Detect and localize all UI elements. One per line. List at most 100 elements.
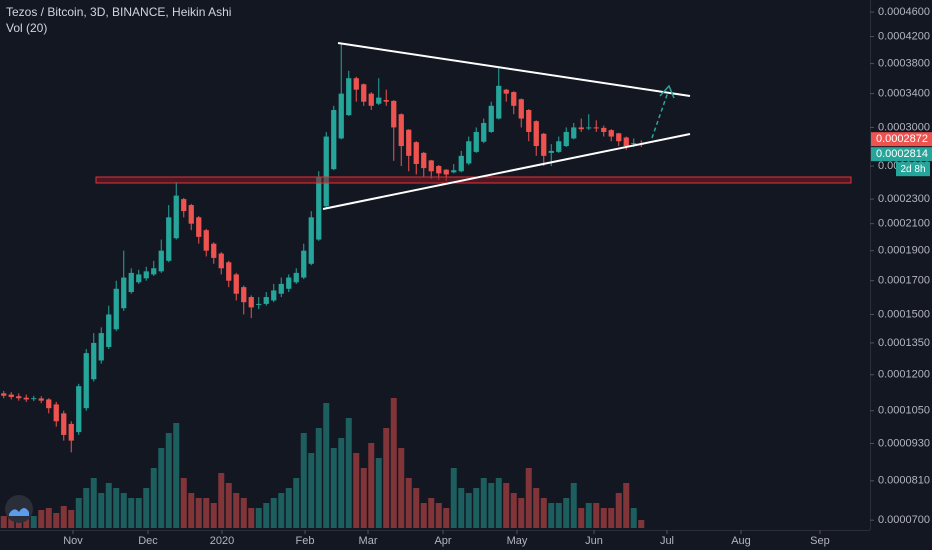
x-tick-label: Sep [810,535,830,547]
volume-bar [600,508,607,528]
y-tick-label: 0.0001700 [878,275,930,287]
candle-body [541,133,547,156]
y-tick-label: 0.0002300 [878,193,930,205]
price-tag-label: 0.0002814 [876,148,928,160]
chart-title: Tezos / Bitcoin, 3D, BINANCE, Heikin Ash… [6,5,231,19]
candle-body [533,121,539,147]
arrow-head [659,84,675,99]
price-tag-label: 0.0002872 [876,133,928,145]
candle-body [241,287,247,303]
candle-body [143,271,149,279]
volume-bar [623,483,630,528]
volume-bar [53,513,60,528]
volume-bar [60,506,67,528]
volume-bar [15,518,22,528]
y-tick-label: 0.0003400 [878,88,930,100]
candle-body [451,170,457,173]
candle-body [368,93,374,106]
volume-bar [548,503,555,528]
volume-bar [353,453,360,528]
x-tick-label: Nov [63,535,83,547]
volume-bar [338,438,345,528]
candle-body [113,288,119,330]
candle-body [323,136,329,207]
volume-bar [593,503,600,528]
candle-body [391,100,397,128]
candle-body [226,262,232,281]
volume-bar [233,493,240,528]
y-tick-label: 0.0003800 [878,58,930,70]
candle-body [428,160,434,172]
volume-bar [158,448,165,528]
candle-body [308,217,314,264]
volume-bar [570,483,577,528]
candle-body [31,398,37,400]
volume-bar [638,520,645,528]
volume-bar [263,503,270,528]
candle-body [151,268,157,275]
y-tick-label: 0.0001500 [878,308,930,320]
volume-bar [608,508,615,528]
projection-arrow [651,91,669,139]
volume-bar [113,488,120,528]
volume-bar [518,498,525,528]
volume-bar [585,503,592,528]
volume-bar [630,508,637,528]
y-tick-label: 0.0001350 [878,337,930,349]
volume-layer [0,398,645,528]
candle-body [398,114,404,147]
candle-body [83,353,89,409]
candle-body [278,283,284,294]
x-tick-label: Apr [434,535,451,547]
volume-bar [120,493,127,528]
volume-bar [128,498,135,528]
volume-bar [150,468,157,528]
candle-body [578,127,584,130]
volume-bar [398,448,405,528]
volume-bar [458,488,465,528]
candle-body [458,155,464,172]
volume-bar [563,498,570,528]
candle-body [173,195,179,239]
candle-body [61,413,67,435]
candle-body [293,272,299,283]
candle-body [203,230,209,251]
candle-body [383,100,389,102]
volume-bar [255,508,262,528]
candle-body [16,396,22,399]
volume-bar [405,478,412,528]
candle-body [481,122,487,142]
candle-body [616,133,622,142]
volume-bar [315,428,322,528]
candle-body [23,397,29,400]
candle-body [286,277,292,289]
volume-bar [105,483,112,528]
logo[interactable] [5,495,33,523]
countdown-label: 2d 8h [900,164,925,175]
candle-body [106,314,112,347]
upper-trend-line [337,42,691,97]
volume-bar [525,468,532,528]
candle-body [53,404,59,422]
candle-body [233,274,239,294]
candle-body [38,398,44,401]
price-tags: 0.0002872 0.0002814 2d 8h [871,132,932,177]
candle-body [601,127,607,132]
x-tick-label: Feb [296,535,315,547]
volume-bar [195,498,202,528]
x-tick-label: Aug [731,535,751,547]
y-tick-label: 0.0001900 [878,245,930,257]
candle-body [91,342,97,380]
candle-body [158,250,164,272]
candle-body [361,84,367,102]
volume-bar [90,478,97,528]
volume-bar [480,478,487,528]
candle-body [473,131,479,152]
candle-body [556,141,562,152]
volume-bar [533,488,540,528]
y-tick-label: 0.0001050 [878,405,930,417]
countdown-tag [896,162,930,177]
volume-bar [225,483,232,528]
volume-bar [38,510,45,528]
